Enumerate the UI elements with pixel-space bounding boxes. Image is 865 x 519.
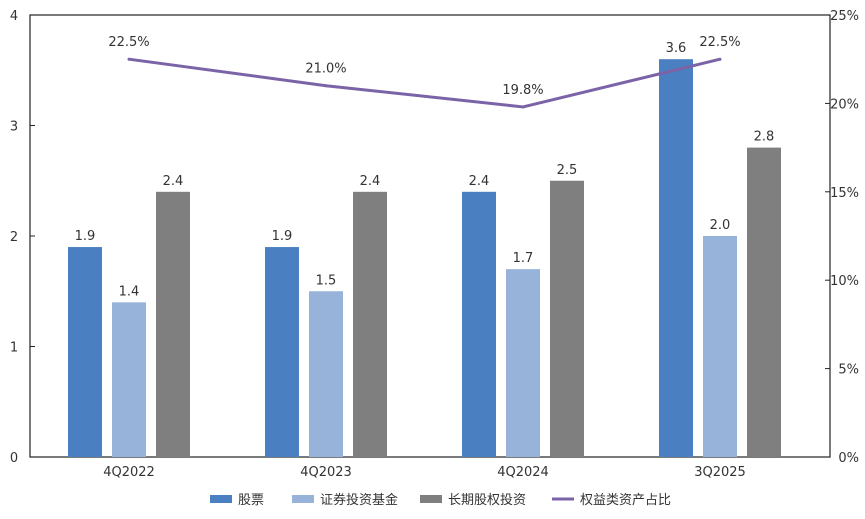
legend-swatch [292,495,314,503]
bar-3 [747,147,781,457]
legend-label: 长期股权投资 [448,492,526,508]
legend-swatch [210,495,232,503]
bar-value-label: 2.0 [710,218,731,233]
bar-value-label: 1.9 [75,229,96,244]
bar-3 [550,180,584,457]
bar-2 [112,302,146,457]
right-tick-label: 20% [830,97,859,112]
bar-value-label: 2.4 [163,174,184,189]
line-point [127,57,131,61]
line-point [324,84,328,88]
left-tick-label: 2 [10,230,18,245]
ratio-line [128,57,721,109]
line-value-label: 22.5% [699,35,740,50]
x-tick-label: 4Q2022 [103,465,155,480]
bar-2 [506,269,540,457]
bar-2 [309,291,343,457]
line-series: 22.5% 21.0% 19.8% 22.5% [108,35,741,109]
line-value-label: 22.5% [108,35,149,50]
legend-label: 股票 [238,493,264,508]
bar-3 [156,191,190,458]
bar-value-label: 2.5 [557,163,578,178]
x-axis: 4Q2022 4Q2023 4Q2024 3Q2025 [103,465,746,480]
line-value-label: 21.0% [305,62,346,77]
legend-swatch [420,495,442,503]
x-tick-label: 4Q2024 [497,465,549,480]
left-tick-label: 1 [10,341,18,356]
right-tick-label: 25% [830,9,859,24]
left-tick-label: 0 [10,451,18,466]
bar-series: 1.9 1.4 2.4 1.9 1.5 2.4 2.4 1.7 2.5 3.6 2.0 2.8 [68,41,781,458]
bar-value-label: 1.5 [316,273,337,288]
bar-1 [265,247,299,457]
bar-value-label: 1.9 [272,229,293,244]
bar-1 [659,59,693,457]
right-tick-label: 15% [830,186,859,201]
left-tick-label: 4 [10,9,18,24]
left-y-axis: 0 1 2 3 4 [10,9,35,466]
x-tick-label: 4Q2023 [300,465,352,480]
bar-value-label: 1.7 [513,251,534,266]
bar-1 [462,191,496,458]
right-tick-label: 0% [838,451,859,466]
right-tick-label: 10% [830,274,859,289]
legend: 股票 证券投资基金 长期股权投资 权益类资产占比 [210,492,671,508]
legend-label: 证券投资基金 [320,492,398,508]
x-tick-label: 3Q2025 [694,465,746,480]
right-tick-label: 5% [838,363,859,378]
line-point [521,105,525,109]
left-tick-label: 3 [10,120,18,135]
line-value-label: 19.8% [502,83,543,98]
bar-1 [68,247,102,457]
bar-value-label: 3.6 [666,41,687,56]
bar-2 [703,236,737,457]
bar-value-label: 2.4 [469,174,490,189]
line-point [718,57,722,61]
bar-value-label: 2.8 [754,130,775,145]
bar-3 [353,191,387,458]
bar-value-label: 1.4 [119,284,140,299]
right-y-axis: 0% 5% 10% 15% 20% 25% [825,9,859,466]
bar-value-label: 2.4 [360,174,381,189]
legend-label: 权益类资产占比 [580,492,671,508]
